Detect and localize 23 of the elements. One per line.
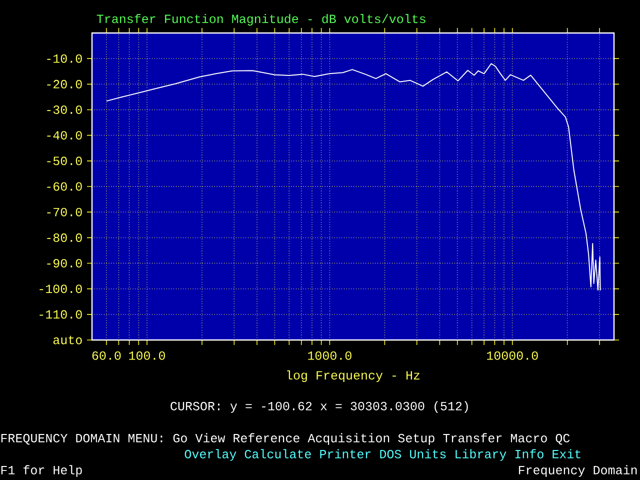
y-tick-label: -100.0 — [40, 284, 82, 294]
y-tick-label: -20.0 — [47, 80, 82, 88]
y-tick-label: -60.0 — [47, 182, 82, 191]
x-tick-label: 1000.0 — [308, 351, 352, 360]
y-tick-label: -90.0 — [47, 259, 82, 268]
text: Frequency Domain — [518, 465, 637, 477]
x-tick-label: 10000.0 — [487, 351, 538, 360]
y-tick-label: -80.0 — [47, 233, 82, 242]
y-tick-label: -110.0 — [40, 310, 82, 319]
chart-title: Transfer Function Magnitude - dB volts/volts — [96, 14, 426, 26]
text: Overlay Calculate Printer DOS Units Library Info Exit — [184, 449, 580, 461]
y-tick-label: -30.0 — [47, 106, 82, 114]
y-tick-label: auto — [53, 336, 82, 344]
x-axis-title: log Frequency - Hz — [287, 370, 420, 382]
y-tick-label: -50.0 — [47, 156, 82, 166]
text: FREQUENCY DOMAIN MENU: Go View Reference Acquisition Setup Transfer Macro QC — [1, 433, 570, 445]
y-tick-label: -70.0 — [47, 208, 82, 216]
text: F1 for Help — [1, 465, 82, 477]
y-tick-label: -40.0 — [47, 131, 82, 140]
text: CURSOR: y = -100.62 x = 30303.0300 (512) — [170, 401, 468, 413]
x-tick-label: 60.0 — [92, 351, 121, 360]
y-tick-label: -10.0 — [47, 54, 82, 63]
x-tick-label: 100.0 — [129, 351, 165, 360]
